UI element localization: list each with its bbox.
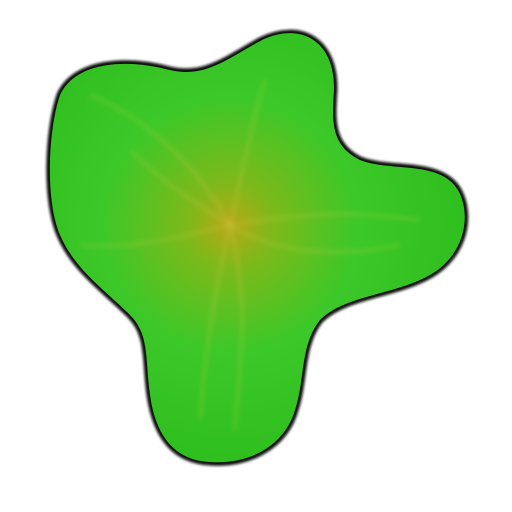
blob-fill (49, 33, 465, 463)
blob-texture (79, 79, 421, 431)
